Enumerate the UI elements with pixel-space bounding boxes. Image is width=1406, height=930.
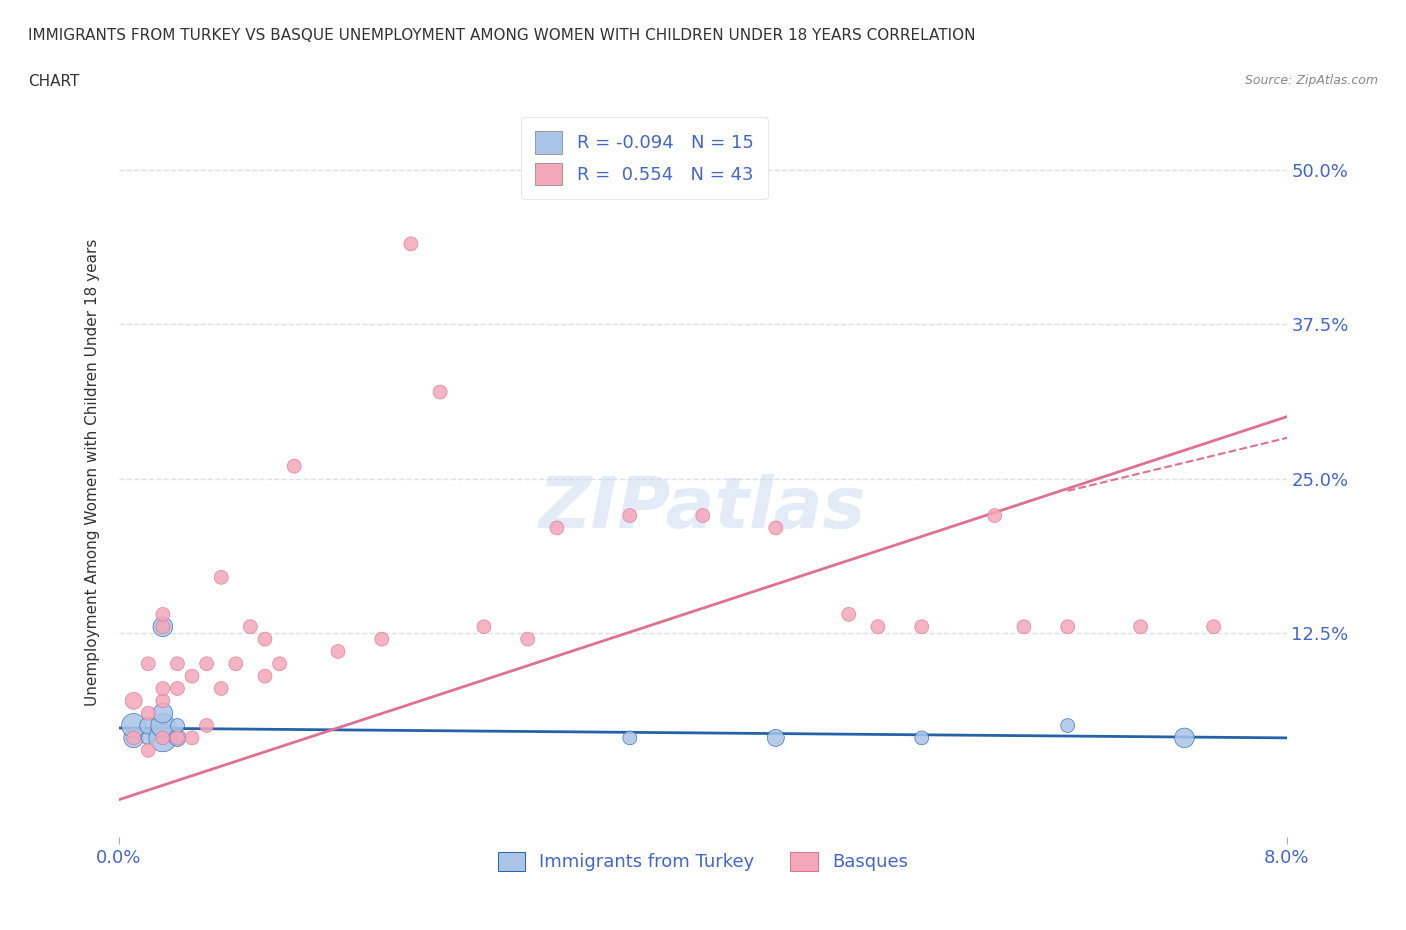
Point [152, 718, 174, 733]
Point [195, 657, 218, 671]
Point [546, 521, 568, 536]
Point [1012, 619, 1035, 634]
Point [152, 681, 174, 696]
Point [283, 458, 305, 473]
Point [152, 694, 174, 709]
Point [619, 730, 641, 745]
Point [166, 730, 188, 745]
Point [253, 669, 276, 684]
Point [225, 657, 247, 671]
Point [472, 619, 495, 634]
Point [765, 521, 787, 536]
Point [122, 730, 145, 745]
Point [911, 730, 934, 745]
Text: CHART: CHART [28, 74, 80, 89]
Point [181, 730, 204, 745]
Point [195, 718, 218, 733]
Point [136, 743, 159, 758]
Point [166, 657, 188, 671]
Text: IMMIGRANTS FROM TURKEY VS BASQUE UNEMPLOYMENT AMONG WOMEN WITH CHILDREN UNDER 18: IMMIGRANTS FROM TURKEY VS BASQUE UNEMPLO… [28, 28, 976, 43]
Point [209, 570, 232, 585]
Point [399, 236, 422, 251]
Point [253, 631, 276, 646]
Point [983, 508, 1005, 523]
Point [1129, 619, 1152, 634]
Point [1173, 730, 1195, 745]
Point [152, 619, 174, 634]
Point [152, 730, 174, 745]
Point [136, 718, 159, 733]
Point [765, 730, 787, 745]
Point [122, 718, 145, 733]
Point [326, 644, 349, 658]
Point [911, 619, 934, 634]
Point [692, 508, 714, 523]
Point [866, 619, 889, 634]
Point [152, 706, 174, 721]
Point [122, 730, 145, 745]
Point [152, 619, 174, 634]
Point [152, 607, 174, 622]
Y-axis label: Unemployment Among Women with Children Under 18 years: Unemployment Among Women with Children U… [86, 239, 100, 706]
Point [1056, 619, 1078, 634]
Point [181, 669, 204, 684]
Point [136, 730, 159, 745]
Text: ZIPatlas: ZIPatlas [538, 474, 866, 543]
Point [269, 657, 291, 671]
Point [136, 706, 159, 721]
Legend: Immigrants from Turkey, Basques: Immigrants from Turkey, Basques [491, 844, 915, 879]
Point [371, 631, 394, 646]
Point [122, 694, 145, 709]
Point [838, 607, 860, 622]
Point [429, 385, 451, 400]
Point [209, 681, 232, 696]
Point [166, 718, 188, 733]
Point [1202, 619, 1225, 634]
Point [516, 631, 538, 646]
Point [239, 619, 262, 634]
Point [136, 657, 159, 671]
Text: Source: ZipAtlas.com: Source: ZipAtlas.com [1244, 74, 1378, 87]
Point [166, 681, 188, 696]
Point [152, 730, 174, 745]
Point [166, 730, 188, 745]
Point [619, 508, 641, 523]
Point [1056, 718, 1078, 733]
